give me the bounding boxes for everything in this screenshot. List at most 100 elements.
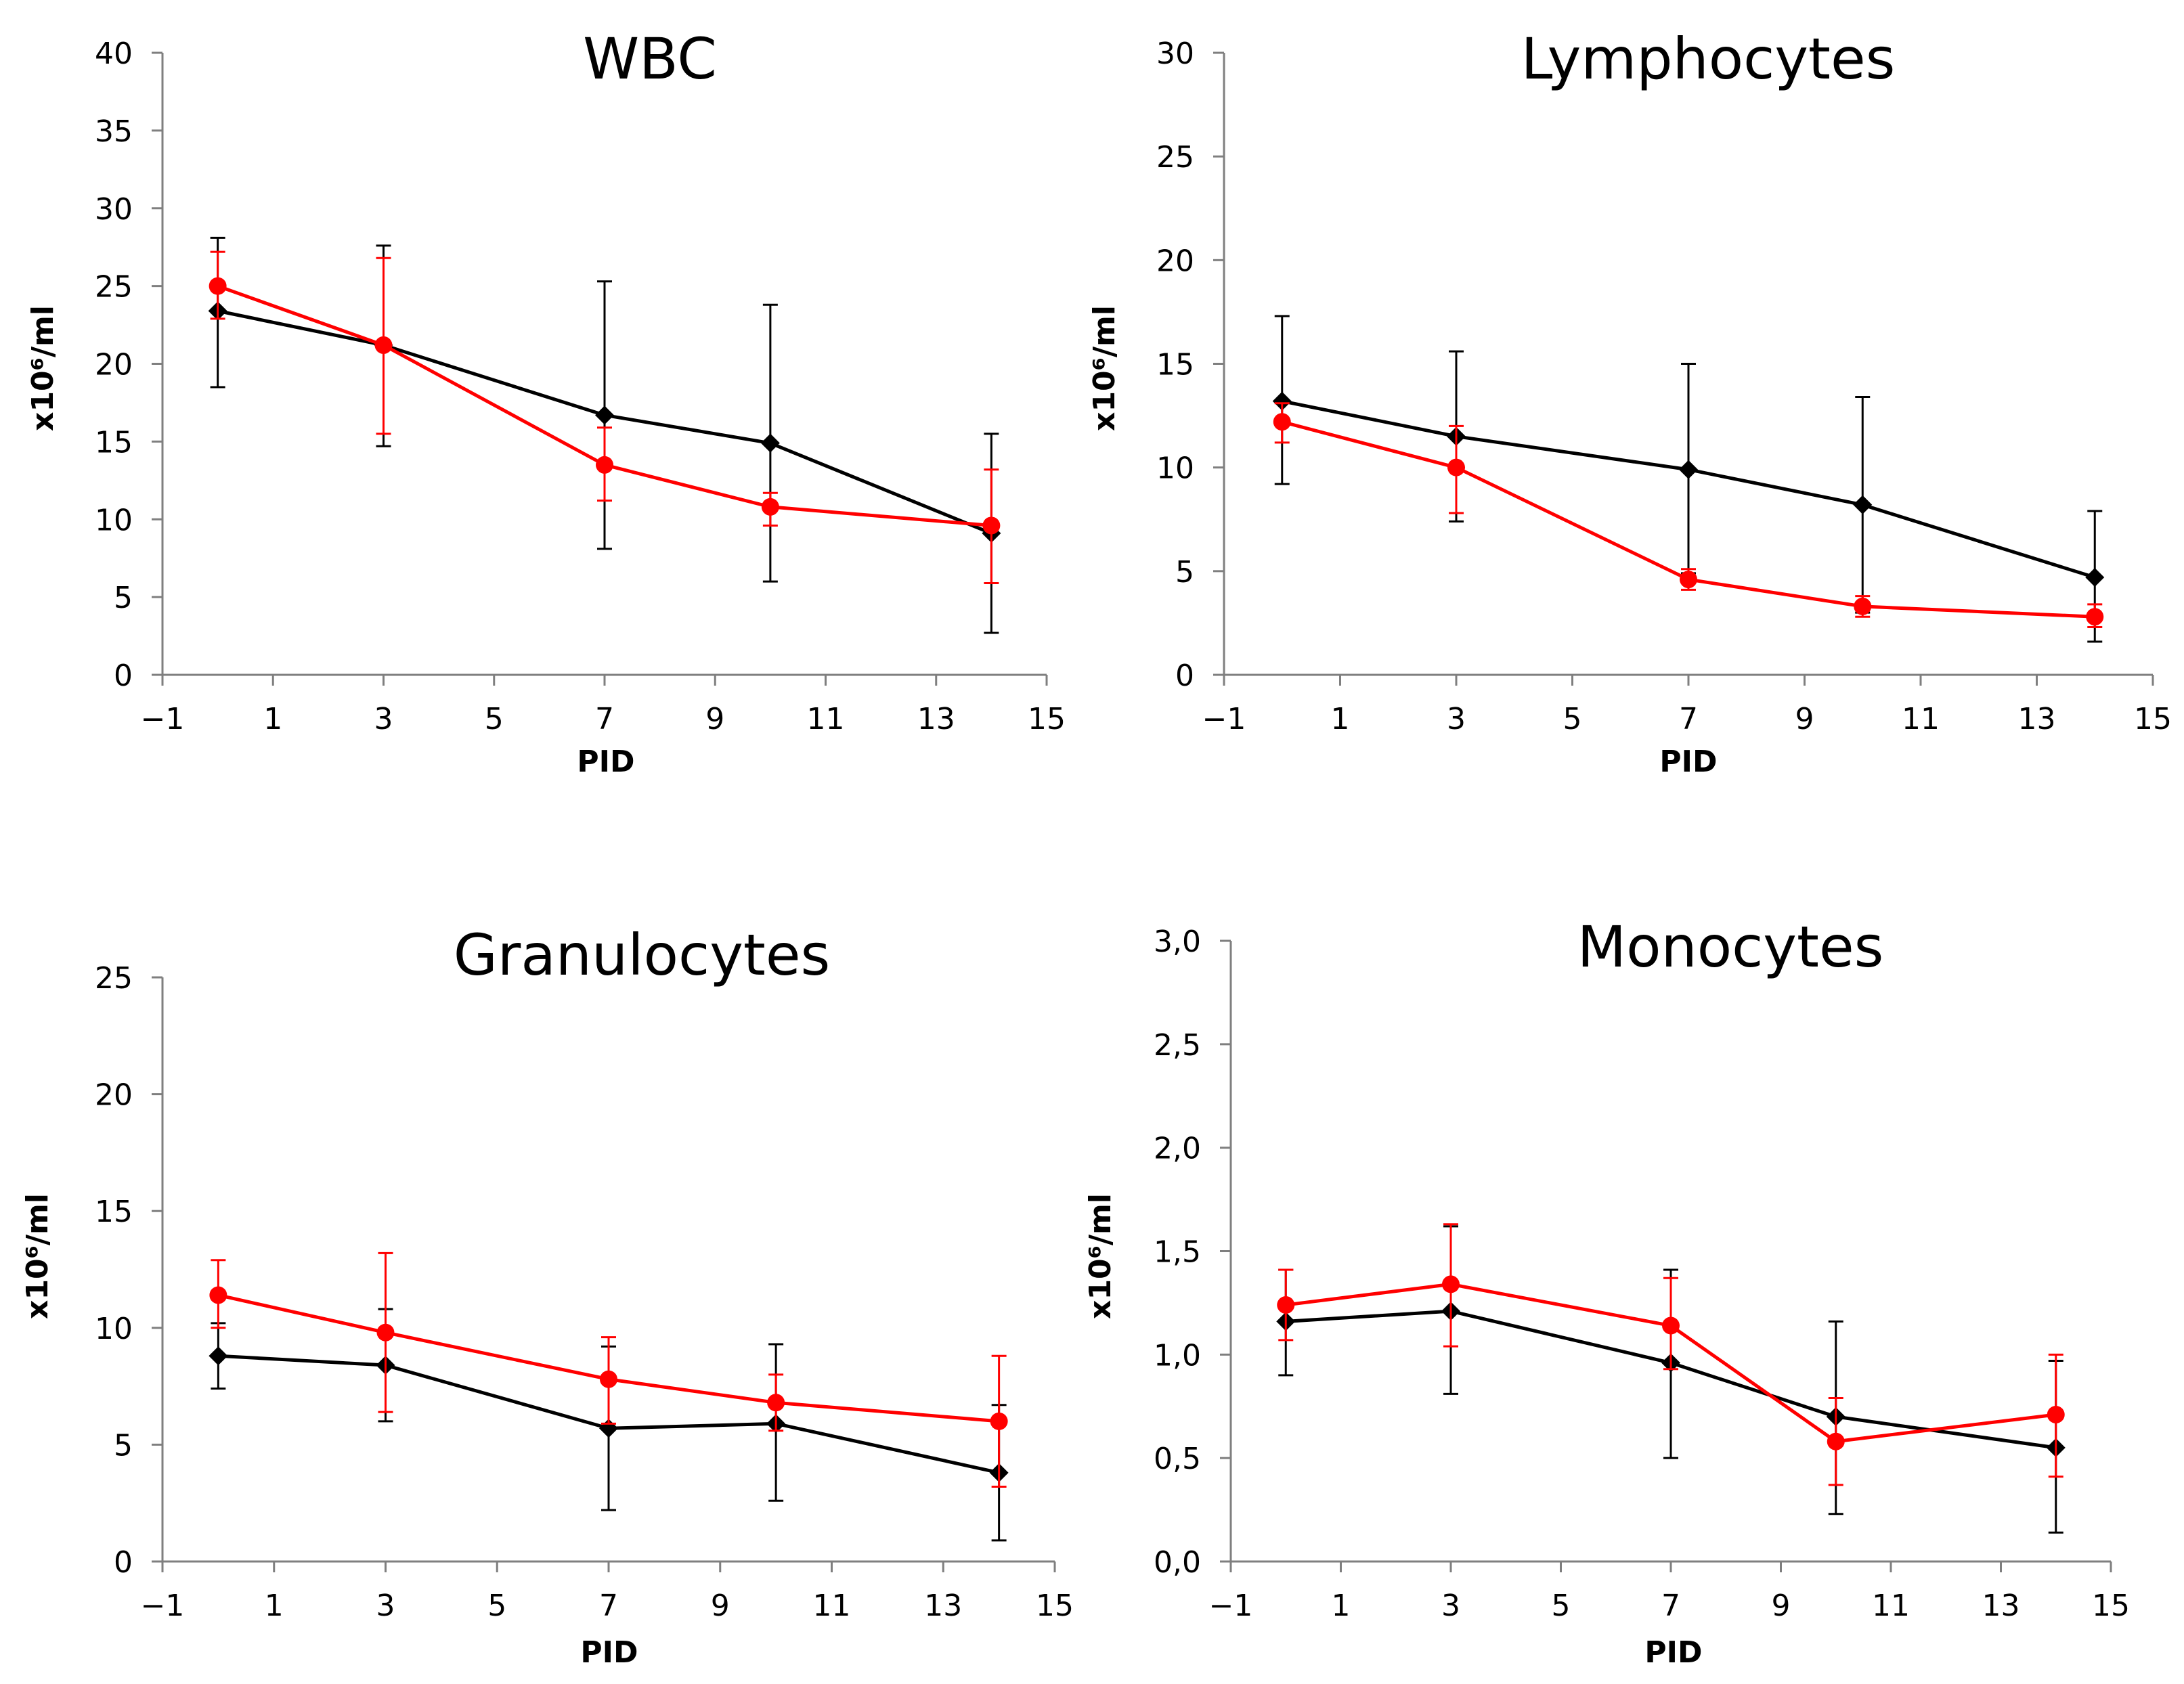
data-point	[1679, 460, 1698, 479]
data-point	[1277, 1295, 1295, 1314]
data-point	[600, 1370, 617, 1388]
x-tick-label: 11	[1872, 1589, 1910, 1623]
x-tick-label: 1	[1331, 702, 1350, 736]
x-tick-label: −1	[1202, 702, 1246, 736]
x-tick-label: 1	[265, 1589, 284, 1623]
panel-wbc: WBC PID x10⁶/ml	[26, 26, 717, 779]
y-tick-label: 2,0	[1154, 1132, 1201, 1166]
y-tick-label: 10	[95, 503, 133, 537]
x-tick-label: 7	[1661, 1589, 1680, 1623]
data-point	[209, 1346, 228, 1366]
y-tick-label: 30	[1156, 37, 1194, 71]
series-red	[1277, 1223, 2065, 1486]
series-red	[209, 250, 1001, 584]
y-tick-label: 25	[1156, 140, 1194, 175]
x-axis-title: PID	[1659, 745, 1717, 779]
x-tick-label: 5	[485, 702, 504, 736]
y-tick-label: 0	[114, 1545, 133, 1580]
x-tick-label: 7	[1679, 702, 1698, 736]
data-point	[990, 1412, 1008, 1430]
y-tick-label: 0	[1175, 659, 1194, 693]
data-point	[374, 336, 393, 354]
panel-granulocytes: Granulocytes PID x10⁶/ml	[20, 922, 830, 1670]
data-point	[1853, 495, 1873, 514]
y-tick-label: 25	[95, 270, 133, 305]
y-tick-label: 3,0	[1154, 925, 1201, 959]
x-tick-label: 5	[1552, 1589, 1571, 1623]
y-tick-label: 2,5	[1154, 1028, 1201, 1063]
y-axis-title: x10⁶/ml	[26, 305, 60, 431]
y-tick-label: 10	[1156, 451, 1194, 486]
x-tick-label: 13	[2018, 702, 2056, 736]
x-tick-label: 13	[1982, 1589, 2020, 1623]
x-tick-label: −1	[141, 1589, 185, 1623]
x-tick-label: 15	[1028, 702, 1066, 736]
y-axis-title: x10⁶/ml	[1083, 1193, 1118, 1319]
y-tick-label: 15	[95, 425, 133, 460]
chart-title: Granulocytes	[454, 922, 831, 988]
y-tick-label: 15	[95, 1195, 133, 1229]
data-point	[376, 1323, 395, 1342]
series-black	[1276, 1225, 2066, 1534]
data-point	[1662, 1316, 1680, 1335]
x-tick-label: 15	[2092, 1589, 2130, 1623]
data-point	[760, 433, 780, 453]
x-tick-label: 11	[813, 1589, 851, 1623]
x-tick-label: 11	[1902, 702, 1940, 736]
x-tick-label: 15	[2134, 702, 2172, 736]
y-tick-label: 40	[95, 37, 133, 71]
x-tick-label: 1	[263, 702, 282, 736]
plot-monocytes: 0,00,51,01,52,02,53,0−1 1 3 5 7 9 11 13 15	[1154, 925, 2130, 1623]
data-point	[595, 405, 614, 425]
data-point	[596, 456, 613, 474]
x-tick-label: 13	[917, 702, 955, 736]
y-tick-label: 20	[95, 1078, 133, 1113]
data-point	[2086, 608, 2104, 626]
y-tick-label: 5	[1175, 555, 1194, 590]
x-tick-label: 9	[1772, 1589, 1791, 1623]
data-point	[209, 277, 227, 295]
x-axis-title: PID	[577, 745, 634, 779]
x-tick-label: 7	[595, 702, 614, 736]
y-tick-label: 5	[114, 581, 133, 615]
x-tick-label: 3	[376, 1589, 395, 1623]
y-tick-label: 25	[95, 961, 133, 996]
data-point	[982, 516, 1001, 535]
y-tick-label: 30	[95, 192, 133, 227]
data-point	[1447, 458, 1465, 477]
y-tick-label: 15	[1156, 348, 1194, 382]
y-tick-label: 0,0	[1154, 1545, 1201, 1580]
y-tick-label: 0	[114, 659, 133, 693]
x-tick-label: 9	[705, 702, 724, 736]
y-tick-label: 1,5	[1154, 1235, 1201, 1270]
panel-monocytes: Monocytes PID x10⁶/ml	[1083, 914, 1883, 1670]
panel-lymphocytes: Lymphocytes PID x10⁶/ml	[1087, 26, 1895, 779]
x-tick-label: 9	[1795, 702, 1814, 736]
y-tick-label: 1,0	[1154, 1338, 1201, 1373]
y-tick-label: 35	[95, 114, 133, 149]
y-tick-label: 10	[95, 1312, 133, 1346]
x-tick-label: 3	[374, 702, 393, 736]
y-axis-title: x10⁶/ml	[1087, 305, 1122, 431]
data-point	[1442, 1275, 1460, 1293]
x-tick-label: 5	[1563, 702, 1582, 736]
series-black	[1272, 315, 2105, 643]
data-point	[1680, 571, 1697, 589]
data-point	[1827, 1432, 1845, 1450]
x-tick-label: 7	[599, 1589, 618, 1623]
data-point	[2047, 1405, 2065, 1423]
y-tick-label: 5	[114, 1428, 133, 1463]
y-tick-label: 20	[95, 348, 133, 382]
x-tick-label: −1	[141, 702, 185, 736]
y-tick-label: 20	[1156, 244, 1194, 278]
data-point	[767, 1394, 785, 1412]
data-point	[1854, 597, 1872, 615]
x-tick-label: 5	[487, 1589, 506, 1623]
series-red	[1273, 402, 2104, 629]
data-point	[2085, 568, 2105, 588]
